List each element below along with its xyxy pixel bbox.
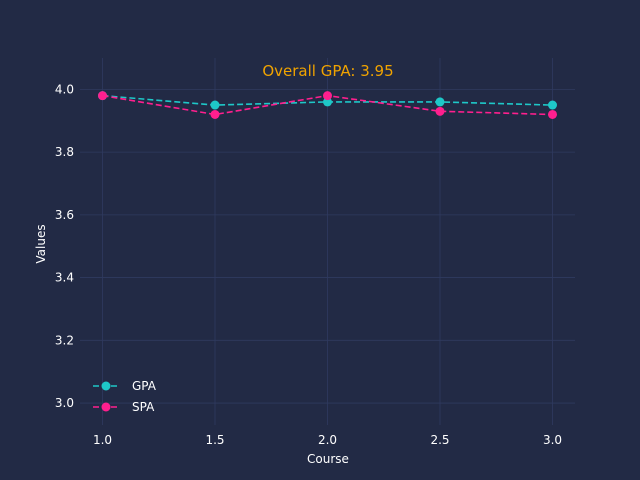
data-point-gpa (323, 97, 332, 107)
x-tick-label: 1.5 (205, 433, 224, 447)
x-tick-label: 1.0 (93, 433, 112, 447)
legend-label-gpa: GPA (132, 379, 157, 393)
data-point-spa (210, 109, 220, 119)
data-point-spa (98, 91, 107, 101)
legend-marker-spa (101, 402, 111, 412)
x-tick-label: 3.0 (543, 433, 562, 447)
x-tick-label: 2.0 (318, 433, 337, 447)
data-point-spa (548, 109, 557, 119)
y-tick-label: 4.0 (55, 82, 74, 96)
x-tick-label: 2.5 (430, 433, 449, 447)
series-spa (98, 91, 557, 119)
series-layer (98, 91, 557, 119)
y-tick-label: 3.8 (55, 145, 74, 159)
x-axis-ticks: 1.0 1.5 2.0 2.5 3.0 (93, 433, 562, 447)
y-axis-label: Values (34, 224, 48, 263)
legend-item-spa: SPA (93, 400, 155, 414)
y-tick-label: 3.4 (55, 271, 74, 285)
data-point-gpa (548, 100, 557, 110)
data-point-spa (435, 106, 445, 116)
legend-marker-gpa (101, 381, 111, 391)
legend-label-spa: SPA (132, 400, 155, 414)
data-point-gpa (210, 100, 220, 110)
data-point-gpa (435, 97, 445, 107)
y-tick-label: 3.6 (55, 208, 74, 222)
x-axis-label: Course (307, 452, 349, 466)
overall-gpa-annotation: Overall GPA: 3.95 (262, 62, 393, 80)
y-tick-label: 3.2 (55, 333, 74, 347)
y-axis-ticks: 3.0 3.2 3.4 3.6 3.8 4.0 (55, 82, 74, 410)
legend-item-gpa: GPA (93, 379, 157, 393)
data-point-spa (323, 91, 332, 101)
grid (80, 58, 575, 425)
y-tick-label: 3.0 (55, 396, 74, 410)
legend: GPA SPA (93, 379, 157, 414)
